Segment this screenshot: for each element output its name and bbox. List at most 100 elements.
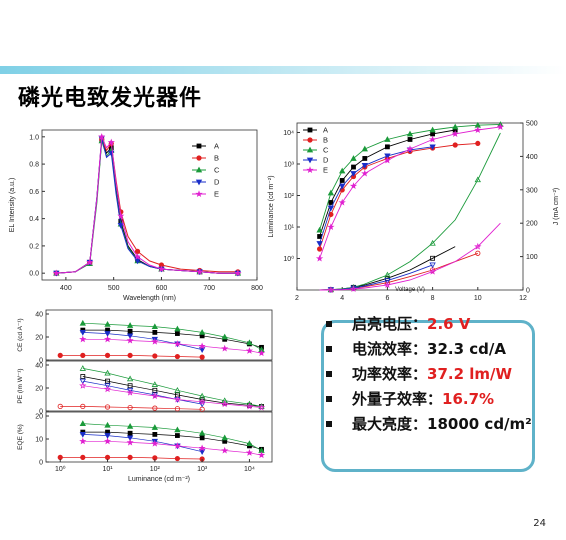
point-B <box>104 454 111 460</box>
point-D <box>126 333 134 340</box>
point-D <box>104 331 111 337</box>
point-A <box>152 387 158 393</box>
point-C <box>306 146 314 153</box>
point-A <box>339 178 345 183</box>
point-C <box>174 386 181 393</box>
legend-label-C: C <box>214 166 220 175</box>
y-tick-label: 10 <box>35 437 43 444</box>
y2-tick-label: 100 <box>526 254 538 261</box>
point-C <box>126 375 134 382</box>
legend-label-D: D <box>323 156 329 165</box>
point-E <box>306 166 314 174</box>
point-A <box>385 144 390 150</box>
x-tick-label: 10² <box>150 466 161 473</box>
x-tick-label: 10³ <box>197 466 208 473</box>
point-E <box>198 342 206 350</box>
point-E <box>151 337 159 345</box>
performance-label: 外量子效率： <box>352 390 443 408</box>
series-line-C <box>56 140 238 274</box>
point-D <box>104 383 111 390</box>
performance-label: 启亮电压： <box>352 315 428 333</box>
point-D <box>126 387 134 394</box>
y-tick-label: 0.8 <box>29 162 39 169</box>
x-tick-label: 10 <box>474 295 482 302</box>
efficiency-line-D <box>82 380 203 405</box>
point-C <box>350 155 357 161</box>
point-B <box>174 353 181 360</box>
x-tick-label: 400 <box>60 285 72 292</box>
point-C <box>361 145 368 152</box>
plot-frame <box>41 129 258 281</box>
y-axis-label: PE (lm W⁻¹) <box>17 368 24 403</box>
y-tick-label: 0 <box>39 460 43 467</box>
point-E <box>173 395 182 403</box>
point-C <box>174 426 181 433</box>
point-C <box>174 325 181 332</box>
y-tick-label: 0.4 <box>29 216 39 223</box>
point-E <box>173 442 182 449</box>
point-B <box>80 352 86 359</box>
point-B <box>316 246 323 252</box>
performance-item: 最大亮度：18000 cd/m² <box>322 413 562 435</box>
y2-tick-label: 400 <box>526 154 538 161</box>
point-A <box>127 383 133 389</box>
point-B <box>307 137 313 143</box>
subplot-frame <box>45 360 273 412</box>
point-E <box>496 123 504 130</box>
point-E <box>338 198 346 206</box>
point-A <box>175 331 180 336</box>
point-A <box>196 143 202 149</box>
point-A <box>430 255 436 261</box>
point-E <box>221 344 229 352</box>
y2-tick-label: 500 <box>526 121 538 128</box>
y-axis-label: Luminance (cd m⁻²) <box>268 175 275 237</box>
performance-callout-box <box>321 320 535 472</box>
performance-value: 37.2 lm/W <box>427 365 513 383</box>
efficiency-line-A <box>82 376 262 407</box>
slide-title: 磷光电致发光器件 <box>18 86 203 111</box>
point-B <box>80 454 86 460</box>
legend-label-B: B <box>214 154 219 163</box>
performance-value: 32.3 cd/A <box>427 340 506 358</box>
point-E <box>126 336 134 344</box>
luminance-line-B <box>319 142 478 250</box>
point-E <box>134 253 142 260</box>
y-tick-label: 10⁴ <box>283 130 294 137</box>
bullet-marker <box>326 396 332 402</box>
y-tick-label: 0.6 <box>29 189 39 196</box>
point-C <box>429 239 436 246</box>
point-E <box>198 444 206 452</box>
subplot-frame <box>45 309 273 361</box>
point-B <box>475 140 481 147</box>
point-B <box>57 454 63 460</box>
point-B <box>199 354 205 360</box>
plot-frame <box>296 122 524 291</box>
point-B <box>104 352 111 359</box>
point-C <box>151 381 159 387</box>
point-E <box>151 439 159 447</box>
y-tick-label: 0.0 <box>29 271 39 278</box>
point-D <box>79 432 86 438</box>
point-E <box>451 130 459 137</box>
point-E <box>349 182 358 190</box>
performance-value: 16.7% <box>442 390 495 408</box>
point-B <box>134 248 141 254</box>
point-E <box>173 340 182 347</box>
point-E <box>383 156 392 164</box>
point-D <box>384 278 391 284</box>
point-E <box>98 133 106 140</box>
efficiency-line-D <box>82 434 203 453</box>
performance-label: 功率效率： <box>352 365 428 383</box>
point-A <box>80 374 86 379</box>
point-C <box>79 365 86 371</box>
point-D <box>117 223 125 229</box>
bullet-marker <box>326 321 332 327</box>
performance-list: 启亮电压：2.6 V 电流效率：32.3 cd/A 功率效率：37.2 lm/W 外量… <box>322 313 562 438</box>
x-tick-label: 10¹ <box>102 466 113 473</box>
point-E <box>221 446 229 454</box>
point-B <box>127 352 133 359</box>
efficiency-line-C <box>82 322 262 350</box>
point-E <box>349 285 358 293</box>
point-E <box>327 286 335 294</box>
